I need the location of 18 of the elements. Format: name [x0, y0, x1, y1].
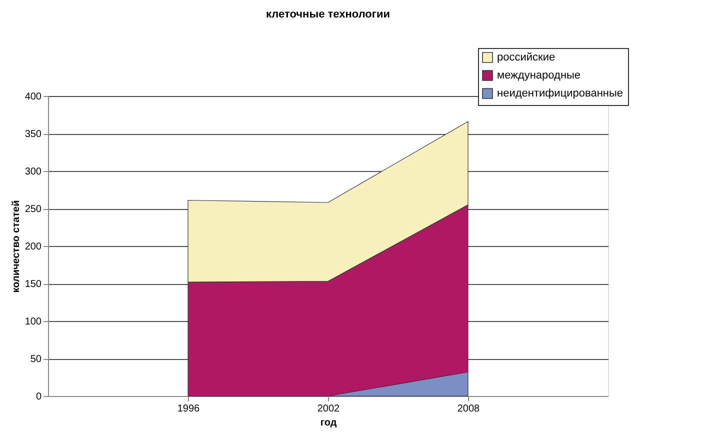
- y-tick-label: 100: [24, 316, 42, 328]
- y-tick-label: 150: [24, 279, 42, 290]
- x-tick-label: 2008: [457, 404, 480, 414]
- legend-label: неидентифицированные: [497, 88, 624, 100]
- x-tick-label: 2002: [317, 404, 340, 414]
- y-tick-label: 250: [24, 204, 42, 215]
- y-tick-label: 200: [24, 242, 42, 252]
- chart-title: клеточные технологии: [266, 8, 390, 20]
- y-tick-label: 300: [24, 166, 42, 178]
- y-tick-label: 0: [36, 392, 42, 402]
- y-tick-label: 400: [24, 92, 42, 102]
- x-axis-title: год: [320, 418, 338, 428]
- legend-label: российские: [497, 52, 556, 64]
- legend-label: международные: [497, 70, 581, 82]
- y-tick-label: 350: [24, 129, 42, 140]
- x-tick-label: 1996: [177, 404, 200, 414]
- y-tick-label: 50: [30, 354, 42, 365]
- y-axis-title: количество статей: [10, 200, 22, 293]
